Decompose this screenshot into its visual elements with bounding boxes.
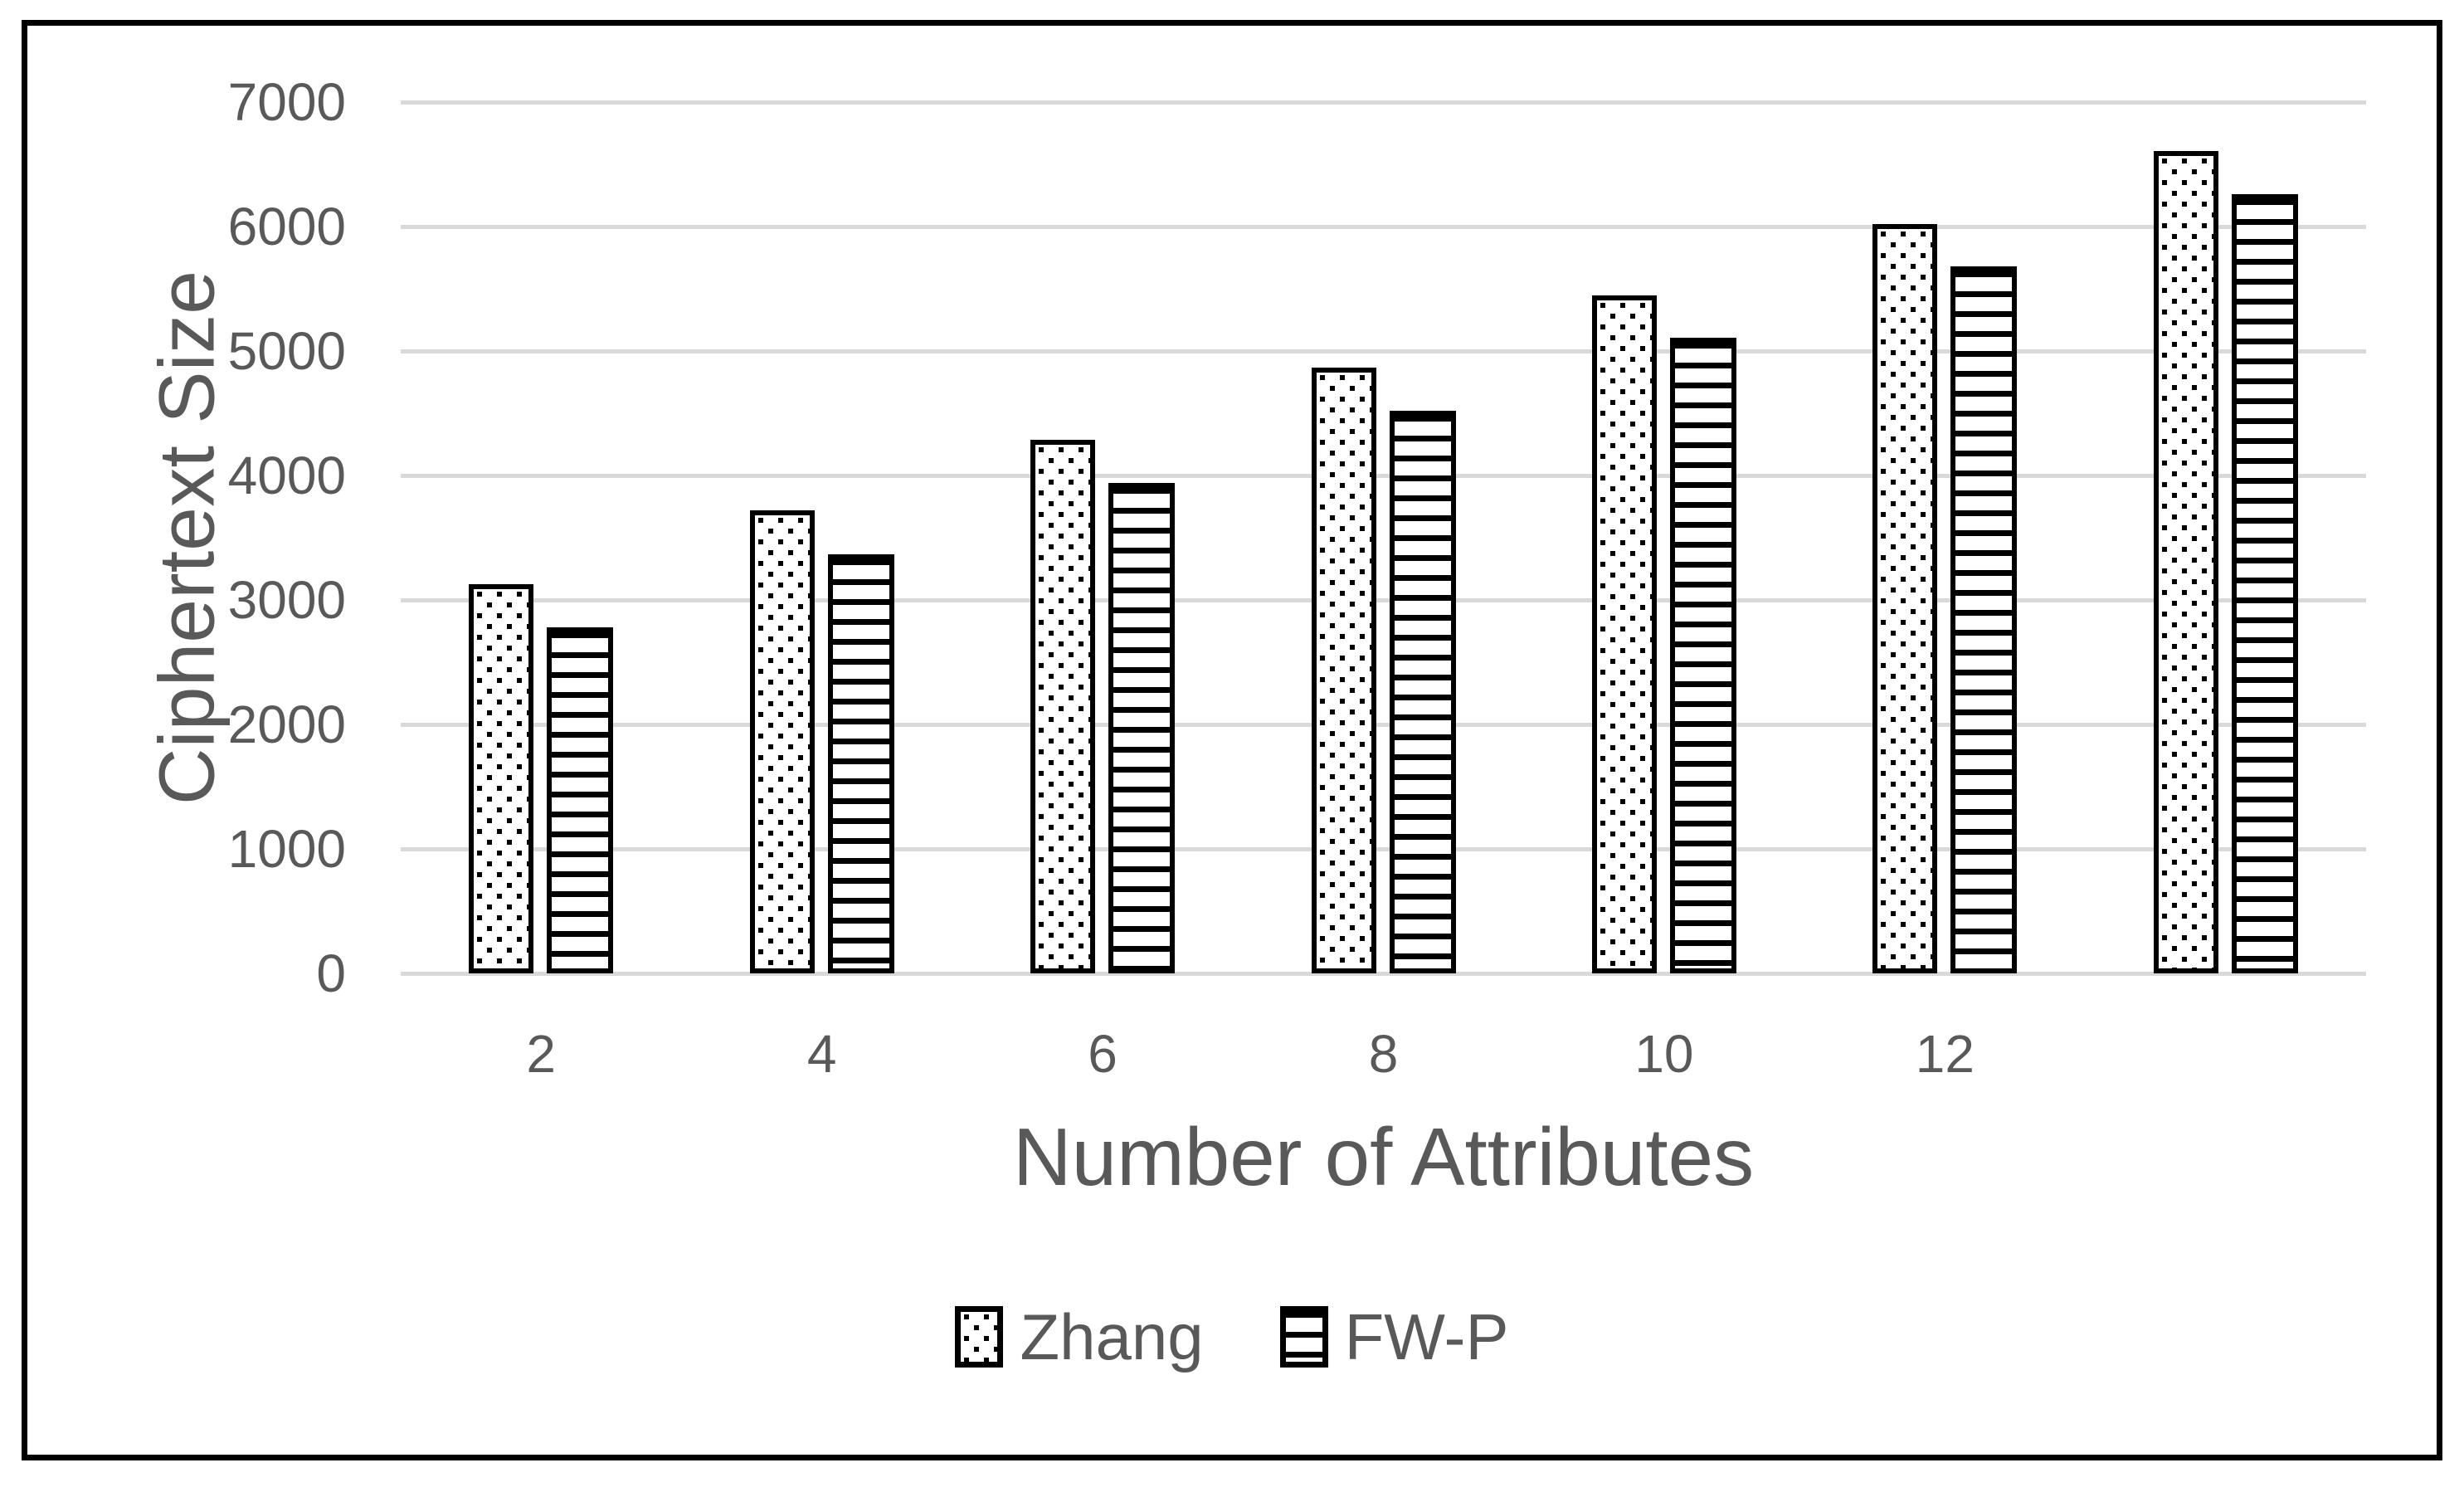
gridline-y-2000 xyxy=(401,723,2366,727)
gridline-y-0 xyxy=(401,972,2366,976)
y-tick-label: 5000 xyxy=(227,321,346,381)
gridline-y-4000 xyxy=(401,474,2366,478)
x-tick-label: 6 xyxy=(1088,1024,1118,1084)
bar-zhang-x14 xyxy=(2153,150,2218,973)
bar-zhang-x6 xyxy=(1030,439,1096,973)
legend: Zhang FW-P xyxy=(0,1304,2464,1369)
plot-area xyxy=(401,100,2366,976)
bar-fw-p-x4 xyxy=(827,553,894,973)
x-axis-title: Number of Attributes xyxy=(1012,1111,1755,1202)
legend-swatch-square-dots xyxy=(955,1306,1004,1368)
bar-fw-p-x2 xyxy=(547,627,614,973)
legend-item-fw-p: FW-P xyxy=(1279,1300,1509,1373)
x-tick-label: 10 xyxy=(1634,1024,1694,1084)
bar-zhang-x12 xyxy=(1872,224,1938,973)
gridline-y-5000 xyxy=(401,349,2366,353)
figure-border xyxy=(22,20,2442,1460)
bar-zhang-x10 xyxy=(1591,295,1657,973)
legend-label: Zhang xyxy=(1020,1300,1204,1373)
y-tick-label: 3000 xyxy=(227,570,346,630)
y-tick-label: 1000 xyxy=(227,819,346,879)
bar-fw-p-x14 xyxy=(2231,194,2298,973)
y-tick-label: 0 xyxy=(316,943,346,1003)
legend-swatch-horizontal-lines xyxy=(1279,1306,1328,1368)
bar-fw-p-x6 xyxy=(1108,483,1176,973)
gridline-y-6000 xyxy=(401,225,2366,229)
x-tick-label: 4 xyxy=(806,1024,837,1084)
y-tick-label: 2000 xyxy=(227,695,346,754)
bar-fw-p-x12 xyxy=(1950,266,2018,973)
x-tick-label: 2 xyxy=(526,1024,556,1084)
y-tick-label: 7000 xyxy=(227,72,346,132)
bar-fw-p-x8 xyxy=(1389,411,1456,973)
gridline-y-3000 xyxy=(401,598,2366,602)
gridline-y-7000 xyxy=(401,100,2366,105)
bar-zhang-x2 xyxy=(469,583,534,973)
bar-zhang-x4 xyxy=(749,510,815,973)
x-tick-label: 8 xyxy=(1368,1024,1399,1084)
bar-fw-p-x10 xyxy=(1669,337,1736,973)
bar-zhang-x8 xyxy=(1311,367,1376,973)
x-tick-label: 12 xyxy=(1915,1024,1975,1084)
y-tick-label: 6000 xyxy=(227,197,346,256)
gridline-y-1000 xyxy=(401,847,2366,851)
y-tick-label: 4000 xyxy=(227,446,346,505)
legend-item-zhang: Zhang xyxy=(955,1300,1204,1373)
legend-label: FW-P xyxy=(1344,1300,1509,1373)
